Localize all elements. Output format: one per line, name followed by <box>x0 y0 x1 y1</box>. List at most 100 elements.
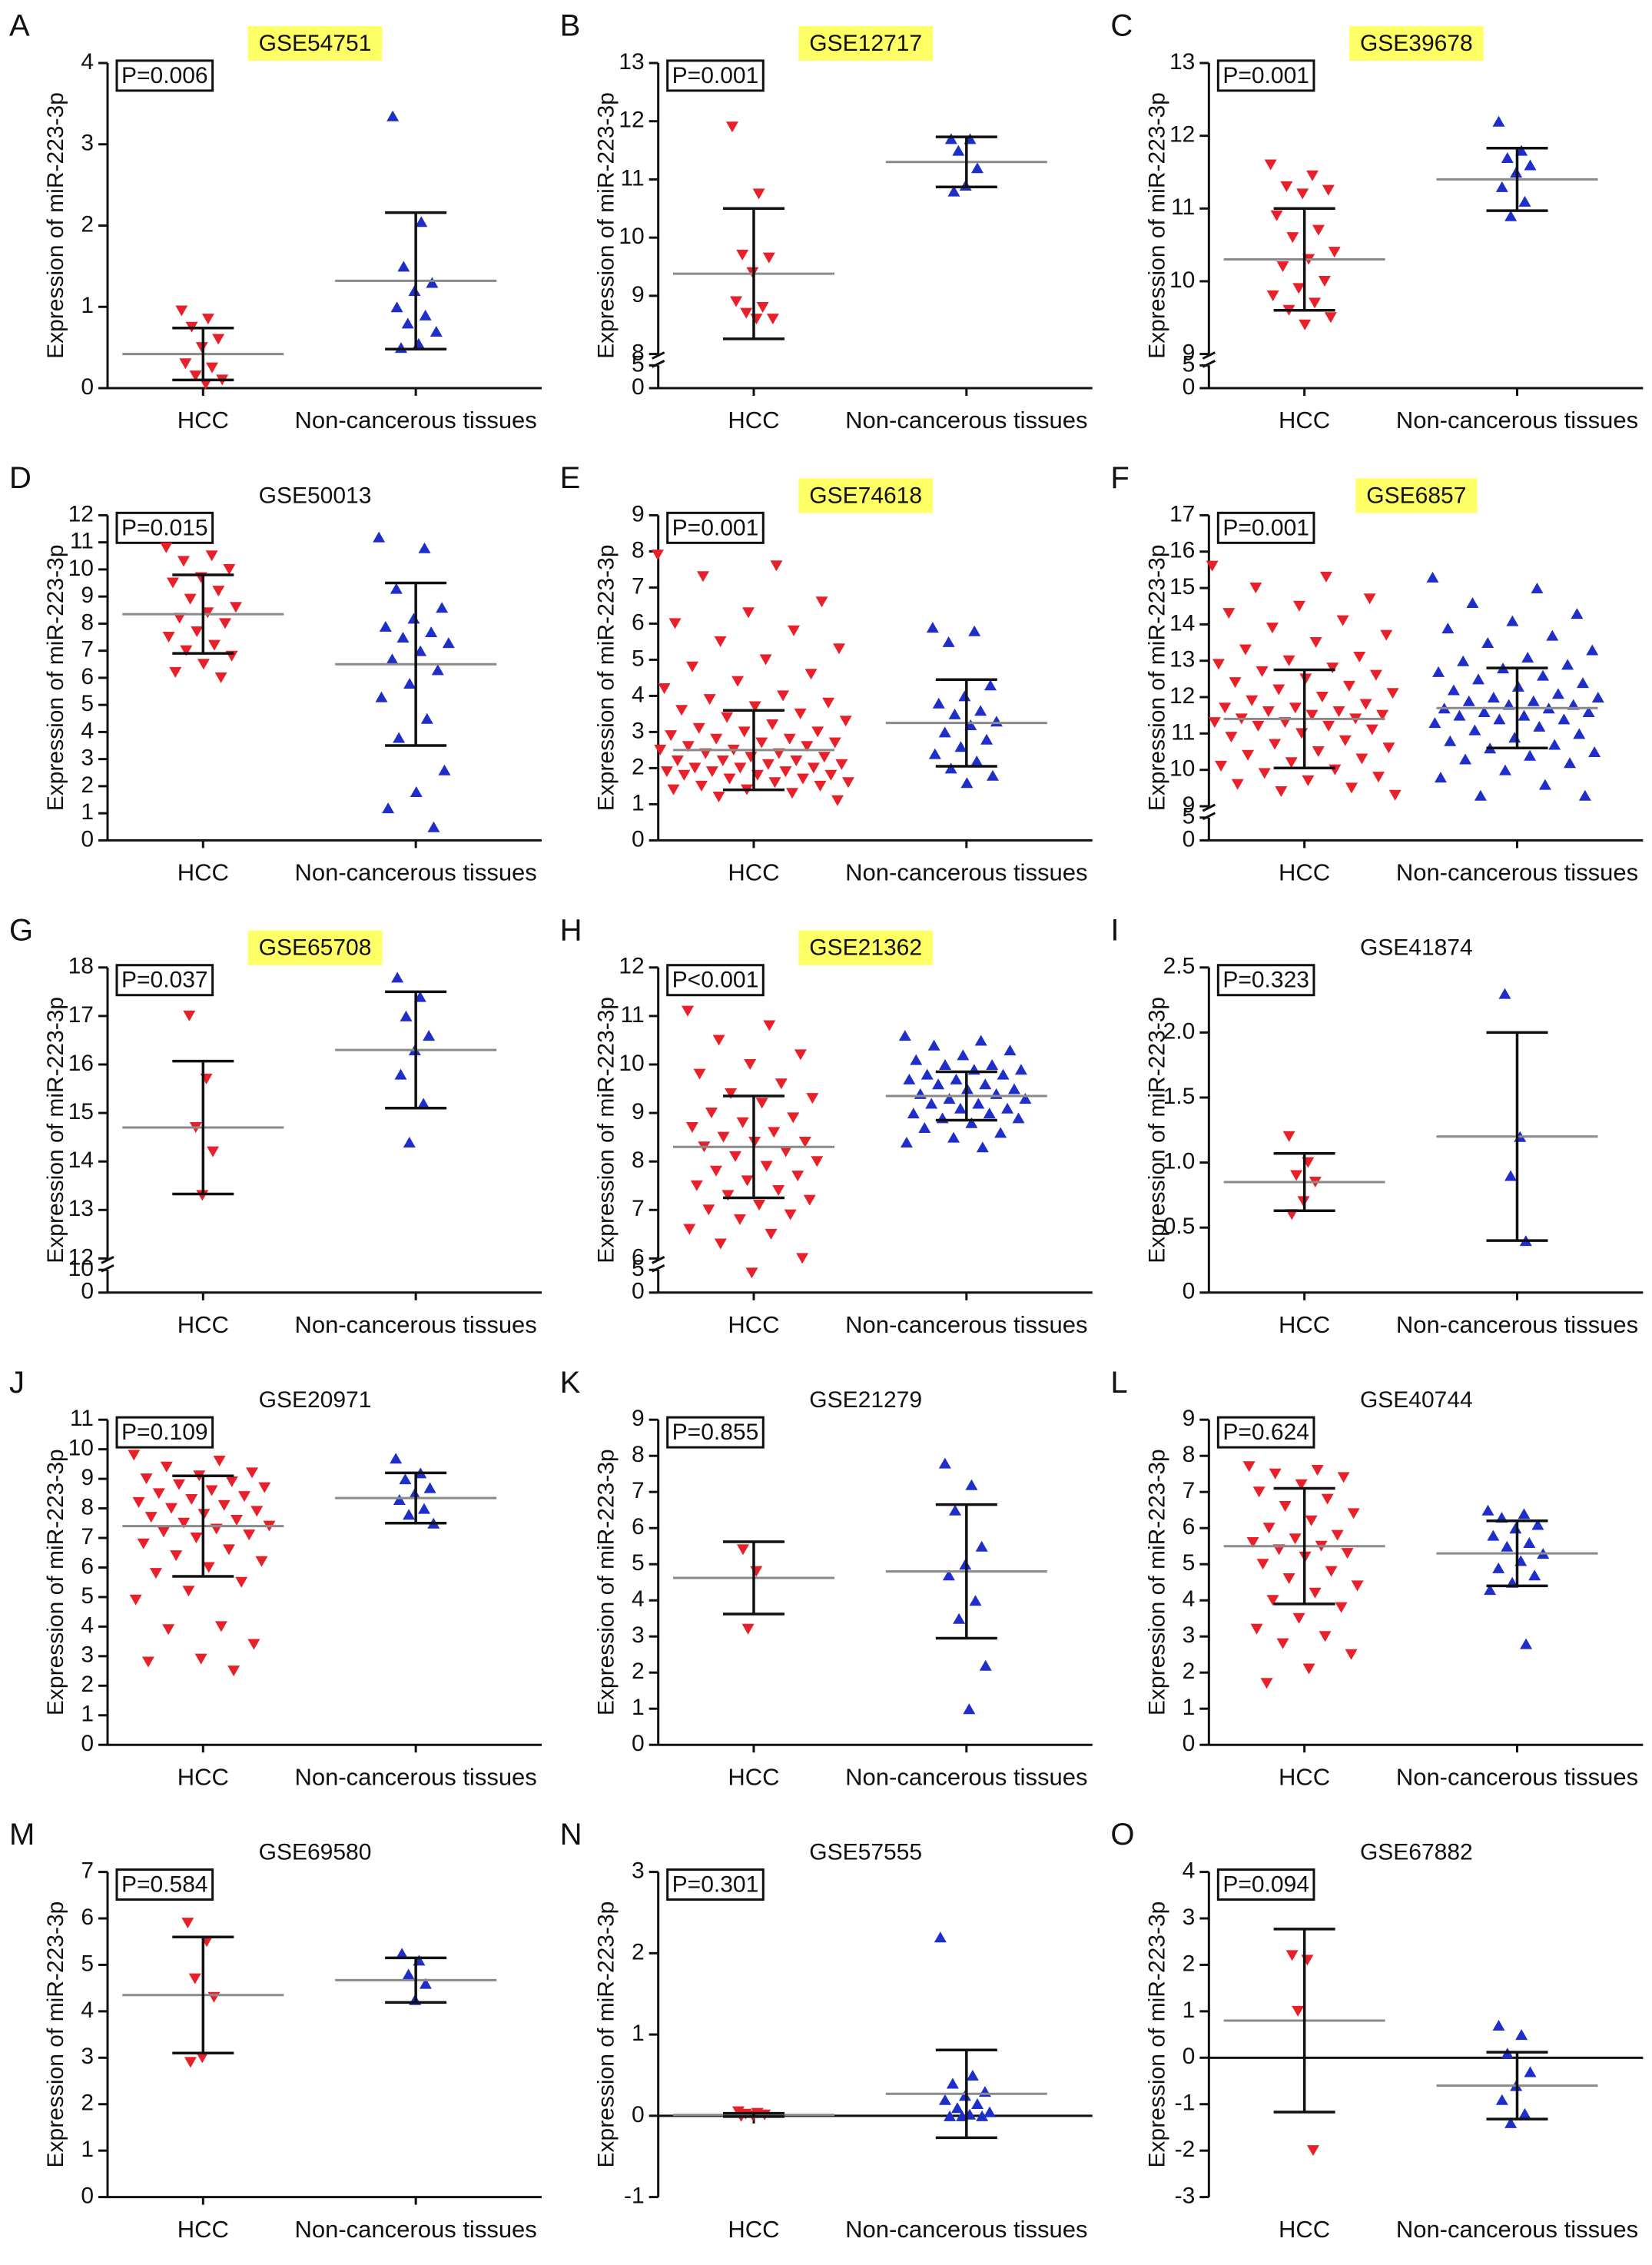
p-value-box <box>1216 1868 1315 1901</box>
data-point <box>1331 1529 1344 1541</box>
y-tick-label: 10 <box>619 1051 644 1076</box>
y-tick-label: 5 <box>81 1951 94 1976</box>
data-point <box>986 1058 999 1070</box>
sd-bar <box>935 135 997 189</box>
data-point <box>1365 724 1378 736</box>
data-point <box>1306 2145 1319 2157</box>
y-tick-label: 9 <box>632 1099 645 1124</box>
data-point <box>1289 1533 1302 1545</box>
data-point <box>741 1175 754 1187</box>
y-tick-label: 1.0 <box>1163 1149 1196 1174</box>
y-tick-label: -3 <box>1175 2184 1196 2209</box>
data-point <box>223 563 236 575</box>
y-axis-label: Expression of miR-223-3p <box>594 544 619 811</box>
data-point <box>162 1624 175 1636</box>
data-point <box>721 712 734 723</box>
data-point <box>379 620 392 632</box>
data-point <box>1282 1573 1295 1584</box>
data-point <box>201 314 214 325</box>
y-tick-label: 1 <box>81 1702 94 1727</box>
data-point <box>160 1461 173 1473</box>
data-point <box>692 722 705 734</box>
data-point <box>814 780 827 792</box>
data-point <box>960 777 974 789</box>
data-point <box>1256 666 1269 677</box>
data-point <box>768 1127 781 1138</box>
data-point <box>978 2086 991 2097</box>
data-point <box>1309 637 1322 649</box>
y-tick-label: 4 <box>81 718 94 743</box>
panel: I GSE41874 P=0.323 Expression of miR-223-3p… <box>1110 913 1644 1338</box>
y-tick-label: 10 <box>1169 267 1195 293</box>
data-point <box>1309 1587 1322 1599</box>
data-point <box>128 1450 141 1461</box>
data-point <box>175 305 188 317</box>
data-point <box>235 1576 248 1588</box>
sd-bar <box>385 211 447 350</box>
y-axis-label: Expression of miR-223-3p <box>594 1449 619 1715</box>
data-point <box>180 645 193 656</box>
data-point <box>394 342 407 354</box>
data-point <box>750 1566 763 1577</box>
data-point <box>1285 1950 1299 1961</box>
data-point <box>194 1653 207 1665</box>
y-tick-label: 5 <box>1183 1550 1196 1576</box>
data-point <box>736 249 749 261</box>
y-tick-label: 7 <box>81 1858 94 1884</box>
data-point <box>229 602 242 613</box>
y-tick-label: 10 <box>68 1436 94 1461</box>
sd-bar <box>385 990 447 1110</box>
data-point <box>1386 688 1399 699</box>
data-point <box>199 378 212 390</box>
data-point <box>755 1098 768 1109</box>
y-axis-label: Expression of miR-223-3p <box>1144 92 1169 359</box>
data-point <box>1561 659 1574 670</box>
data-point <box>1573 728 1586 739</box>
y-axis-label: Expression of miR-223-3p <box>1144 997 1169 1264</box>
y-axis-label: Expression of miR-223-3p <box>43 92 68 359</box>
data-point <box>685 1122 698 1134</box>
data-point <box>1474 789 1487 801</box>
data-point <box>396 632 410 643</box>
data-point <box>736 1544 749 1556</box>
panel-letter: K <box>560 1366 581 1400</box>
x-tick-label: HCC <box>1279 2216 1330 2243</box>
title-highlight <box>798 930 934 965</box>
data-point <box>420 712 433 724</box>
x-tick-label: Non-cancerous tissues <box>845 1763 1087 1790</box>
y-tick-label: 8 <box>632 340 645 366</box>
y-tick-label: 0 <box>81 1279 94 1304</box>
data-point <box>970 2097 984 2109</box>
chart-title: GSE21279 <box>809 1387 922 1413</box>
panel-letter: G <box>9 913 33 947</box>
data-point <box>1256 1559 1269 1570</box>
y-tick-label: 3 <box>632 1622 645 1648</box>
data-point <box>1345 1649 1358 1660</box>
p-value-box <box>115 964 214 997</box>
data-point <box>414 645 427 656</box>
y-tick-label: 5 <box>81 1583 94 1609</box>
y-tick-label: 5 <box>632 351 645 377</box>
data-point <box>729 1151 742 1162</box>
data-point <box>1521 651 1534 663</box>
panel: D GSE50013 P=0.015 Expression of miR-223-3p… <box>9 461 542 886</box>
data-point <box>201 607 214 619</box>
data-point <box>654 744 667 756</box>
data-point <box>197 659 210 670</box>
data-point <box>403 1509 416 1520</box>
y-tick-label: -1 <box>1175 2091 1196 2116</box>
y-tick-label: 1 <box>81 293 94 318</box>
y-tick-label: 6 <box>632 1244 645 1270</box>
x-tick-label: Non-cancerous tissues <box>294 2216 536 2243</box>
data-point <box>1289 702 1302 714</box>
panel-letter: L <box>1110 1366 1127 1400</box>
data-point <box>1447 684 1460 696</box>
data-point <box>1564 757 1577 769</box>
data-point <box>393 732 406 743</box>
panel: O GSE67882 P=0.094 Expression of miR-223-3p… <box>1110 1818 1644 2243</box>
data-point <box>1329 764 1342 775</box>
data-point <box>1345 782 1358 794</box>
data-point <box>1264 159 1277 171</box>
data-point <box>1518 709 1531 721</box>
data-point <box>1492 115 1505 127</box>
